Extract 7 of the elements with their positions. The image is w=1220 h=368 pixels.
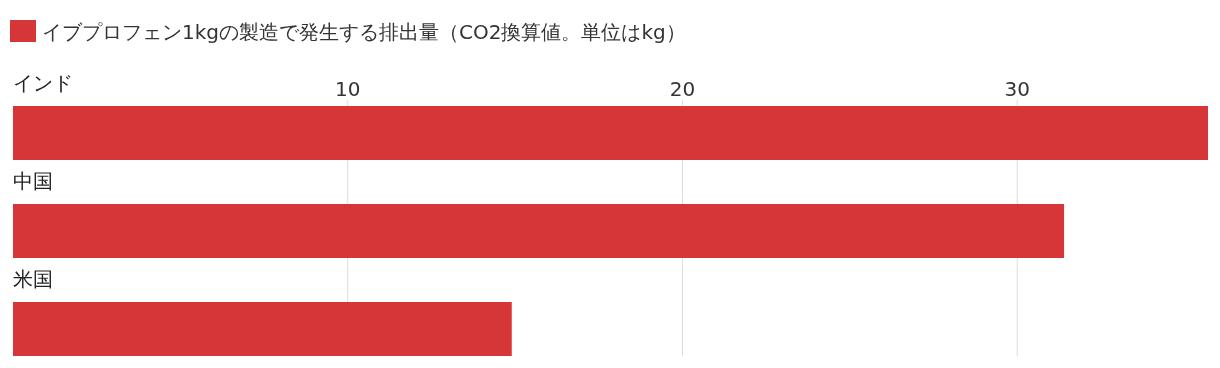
x-tick-label: 20 [669, 77, 696, 101]
x-tick-label: 30 [1004, 77, 1030, 101]
y-tick-label: インド [13, 71, 73, 95]
y-tick-label: 中国 [13, 169, 53, 193]
legend-label: イブプロフェン1kgの製造で発生する排出量（CO2換算値。単位はkg） [42, 20, 686, 44]
x-tick-label: 10 [335, 77, 361, 101]
y-tick-label: 米国 [13, 267, 53, 291]
